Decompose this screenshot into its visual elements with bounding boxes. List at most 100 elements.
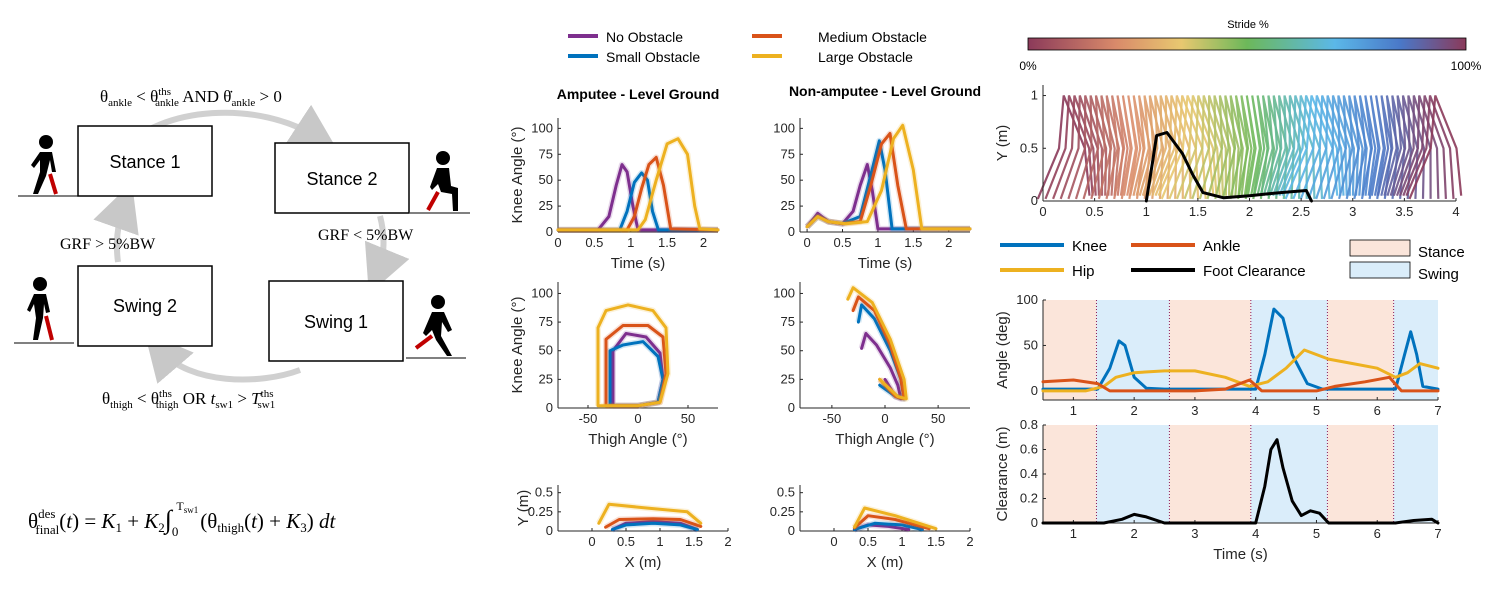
swing-span (1250, 300, 1328, 400)
y-tick-label: 0 (546, 523, 553, 538)
y-tick-label: 0.5 (1020, 140, 1038, 155)
chart-non-phase: -50 0 50 0 25 50 75 100 Thigh Angle (°) (773, 282, 970, 448)
series-line-no-obstacle (556, 163, 720, 232)
stick-frame (1360, 95, 1377, 200)
colorbar-min-label: 0% (1019, 59, 1037, 73)
walker-icon-stance2 (410, 151, 470, 214)
series-line-small-obstacle (852, 521, 924, 531)
x-tick-label: 0 (634, 411, 641, 426)
x-tick-label: 2 (724, 534, 731, 549)
x-tick-label: 0 (1039, 204, 1046, 219)
chart-title: Amputee - Level Ground (557, 86, 720, 102)
series-line-large-obstacle (596, 303, 670, 408)
x-tick-label: 0 (830, 534, 837, 549)
x-tick-label: 4 (1452, 204, 1459, 219)
y-tick-label: 0.5 (777, 485, 795, 500)
stick-frame (1405, 95, 1455, 199)
y-tick-label: 50 (539, 343, 553, 358)
y-tick-label: 0.5 (535, 485, 553, 500)
y-tick-label: 0 (788, 523, 795, 538)
state-label-swing2: Swing 2 (113, 296, 177, 316)
stick-frame (1389, 95, 1419, 199)
stick-frame (1168, 95, 1218, 200)
stick-figure-trajectories (1036, 95, 1463, 200)
stick-frame (1237, 95, 1253, 200)
x-tick-label: 0.5 (617, 534, 635, 549)
x-tick-label: 1 (1070, 526, 1077, 541)
y-axis-label: Knee Angle (°) (509, 127, 526, 224)
y-tick-label: 0 (546, 400, 553, 415)
y-tick-label: 0.25 (770, 504, 795, 519)
x-tick-label: 1.5 (904, 235, 922, 250)
stance-span (1169, 425, 1251, 523)
x-tick-label: 7 (1434, 526, 1441, 541)
chart-amp-foot: 0 0.5 1 1.5 2 0 0.25 0.5 X (m) Y (m) (515, 485, 732, 571)
stick-frame (1097, 95, 1121, 200)
x-tick-label: 1 (627, 235, 634, 250)
x-tick-label: 6 (1374, 403, 1381, 418)
obstacle-legend: No Obstacle Medium Obstacle Small Obstac… (568, 29, 927, 65)
state-label-swing1: Swing 1 (304, 312, 368, 332)
y-axis-label: Clearance (m) (994, 426, 1011, 521)
stick-frame (1330, 95, 1360, 200)
x-tick-label: -50 (579, 411, 598, 426)
x-tick-label: 2 (700, 235, 707, 250)
x-tick-label: 1 (898, 534, 905, 549)
stick-frame (1059, 95, 1100, 200)
y-tick-label: 75 (539, 146, 553, 161)
condition-top: θankle < θths ankle AND θ̇ankle > 0 (100, 86, 282, 109)
series-line-large-obstacle (852, 506, 938, 531)
series-line-small-obstacle (556, 171, 720, 232)
state-box-swing2 (77, 265, 213, 347)
chart-amp-time: 0 0.5 1 1.5 2 0 25 50 75 100 Time (s) Knee Angle (°… (509, 86, 720, 272)
stick-frame (1221, 95, 1244, 200)
x-axis-label: Thigh Angle (°) (835, 431, 934, 448)
walker-icon-stance1 (18, 135, 78, 197)
y-tick-label: 0 (1031, 383, 1038, 398)
legend-label-ankle: Ankle (1203, 238, 1241, 255)
series-line-small-obstacle (610, 521, 699, 531)
y-tick-label: 25 (539, 371, 553, 386)
y-axis-label: Y (m) (994, 125, 1011, 161)
stick-frame (1292, 95, 1342, 200)
series-line-large-obstacle (805, 123, 972, 231)
x-tick-label: 50 (931, 411, 945, 426)
stick-frame (1373, 95, 1387, 200)
swing-span (1250, 425, 1328, 523)
chart-amp-phase: -50 0 50 0 25 50 75 100 Thigh Angle (°) Knee Angl… (509, 282, 718, 448)
y-axis-label: Y (m) (515, 490, 532, 526)
chart-title: Non-amputee - Level Ground (789, 83, 981, 99)
colorbar-gradient (1027, 37, 1467, 51)
y-tick-label: 100 (773, 120, 795, 135)
stick-frame (1044, 95, 1094, 200)
chart-clearance: 1 2 3 4 5 6 7 0 0.2 0.4 0.6 0.8 Time (s) Clearance (m… (994, 417, 1442, 563)
x-tick-label: 0 (554, 235, 561, 250)
walker-icon-swing1 (406, 295, 466, 359)
x-tick-label: 1.5 (1189, 204, 1207, 219)
x-tick-label: 1 (1143, 204, 1150, 219)
chart-stick: 0 0.5 1 1.5 2 2.5 3 3.5 4 0 0.5 1 Y (m) (994, 85, 1460, 219)
legend-label-hip: Hip (1072, 263, 1095, 280)
x-tick-label: 1 (656, 534, 663, 549)
y-tick-label: 0 (788, 400, 795, 415)
stance-span (1327, 425, 1394, 523)
stick-frame (1399, 95, 1440, 199)
series-line-large-obstacle (846, 286, 908, 401)
y-tick-label: 25 (781, 371, 795, 386)
y-tick-label: 75 (539, 314, 553, 329)
y-tick-label: 25 (539, 198, 553, 213)
x-tick-label: 7 (1434, 403, 1441, 418)
y-tick-label: 75 (781, 314, 795, 329)
y-axis-label: Knee Angle (°) (509, 297, 526, 394)
stick-frame (1386, 95, 1413, 199)
x-tick-label: 5 (1313, 526, 1320, 541)
x-tick-label: 50 (681, 411, 695, 426)
stick-frame (1126, 95, 1139, 200)
x-axis-label: X (m) (867, 554, 904, 571)
x-tick-label: 6 (1374, 526, 1381, 541)
x-axis-label: Time (s) (858, 255, 912, 272)
x-axis-label: Thigh Angle (°) (588, 431, 687, 448)
x-tick-label: 5 (1313, 403, 1320, 418)
